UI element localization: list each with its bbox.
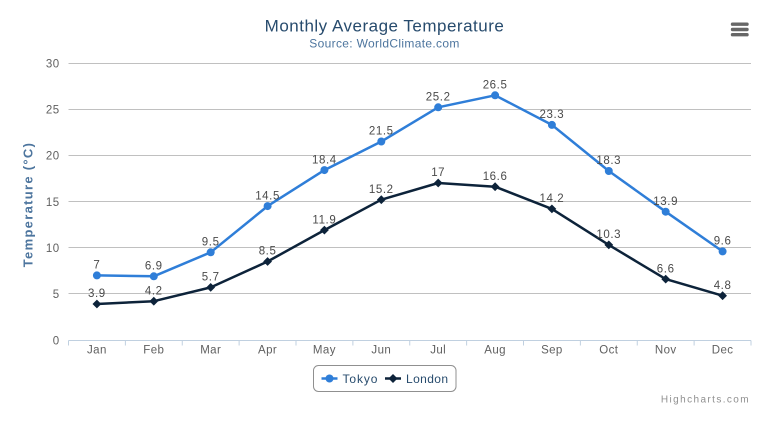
svg-text:3.9: 3.9	[88, 288, 106, 300]
svg-text:23.3: 23.3	[540, 109, 565, 121]
svg-text:9.6: 9.6	[714, 236, 732, 248]
svg-text:Source: WorldClimate.com: Source: WorldClimate.com	[309, 36, 459, 50]
svg-text:10: 10	[46, 243, 60, 255]
svg-text:10.3: 10.3	[596, 229, 621, 241]
svg-text:Dec: Dec	[712, 345, 734, 357]
svg-text:Temperature (°C): Temperature (°C)	[21, 142, 36, 267]
svg-text:6.9: 6.9	[145, 261, 163, 273]
svg-text:Nov: Nov	[655, 345, 677, 357]
svg-text:9.5: 9.5	[202, 237, 220, 249]
svg-text:7: 7	[93, 260, 100, 272]
svg-text:20: 20	[46, 151, 60, 163]
svg-text:25: 25	[46, 105, 60, 117]
svg-text:30: 30	[46, 58, 60, 70]
svg-text:Jul: Jul	[430, 345, 446, 357]
svg-text:Mar: Mar	[200, 345, 221, 357]
svg-text:14.5: 14.5	[255, 190, 280, 202]
svg-text:Oct: Oct	[599, 345, 618, 357]
svg-text:4.2: 4.2	[145, 285, 163, 297]
svg-text:Apr: Apr	[258, 345, 277, 357]
svg-text:May: May	[313, 345, 336, 357]
svg-text:0: 0	[53, 335, 60, 347]
svg-text:6.6: 6.6	[657, 263, 675, 275]
svg-text:Monthly Average Temperature: Monthly Average Temperature	[265, 16, 505, 35]
svg-text:Aug: Aug	[484, 345, 506, 357]
svg-text:15.2: 15.2	[369, 184, 394, 196]
svg-text:5: 5	[53, 289, 60, 301]
svg-text:Sep: Sep	[541, 345, 563, 357]
svg-text:4.8: 4.8	[714, 280, 732, 292]
svg-text:Highcharts.com: Highcharts.com	[661, 395, 750, 406]
svg-text:8.5: 8.5	[259, 246, 277, 258]
svg-text:15: 15	[46, 197, 60, 209]
svg-text:London: London	[406, 372, 448, 386]
svg-text:25.2: 25.2	[426, 92, 451, 104]
svg-text:18.4: 18.4	[312, 154, 337, 166]
svg-text:18.3: 18.3	[596, 155, 621, 167]
svg-text:11.9: 11.9	[312, 214, 336, 226]
svg-text:Tokyo: Tokyo	[343, 372, 379, 386]
svg-text:17: 17	[431, 167, 445, 179]
svg-text:Jun: Jun	[371, 345, 391, 357]
svg-text:14.2: 14.2	[540, 193, 565, 205]
svg-text:Feb: Feb	[143, 345, 164, 357]
svg-text:5.7: 5.7	[202, 272, 220, 284]
svg-text:13.9: 13.9	[653, 196, 678, 208]
svg-text:Jan: Jan	[87, 345, 107, 357]
svg-text:21.5: 21.5	[369, 126, 394, 138]
svg-text:26.5: 26.5	[483, 80, 508, 92]
svg-text:16.6: 16.6	[483, 171, 508, 183]
